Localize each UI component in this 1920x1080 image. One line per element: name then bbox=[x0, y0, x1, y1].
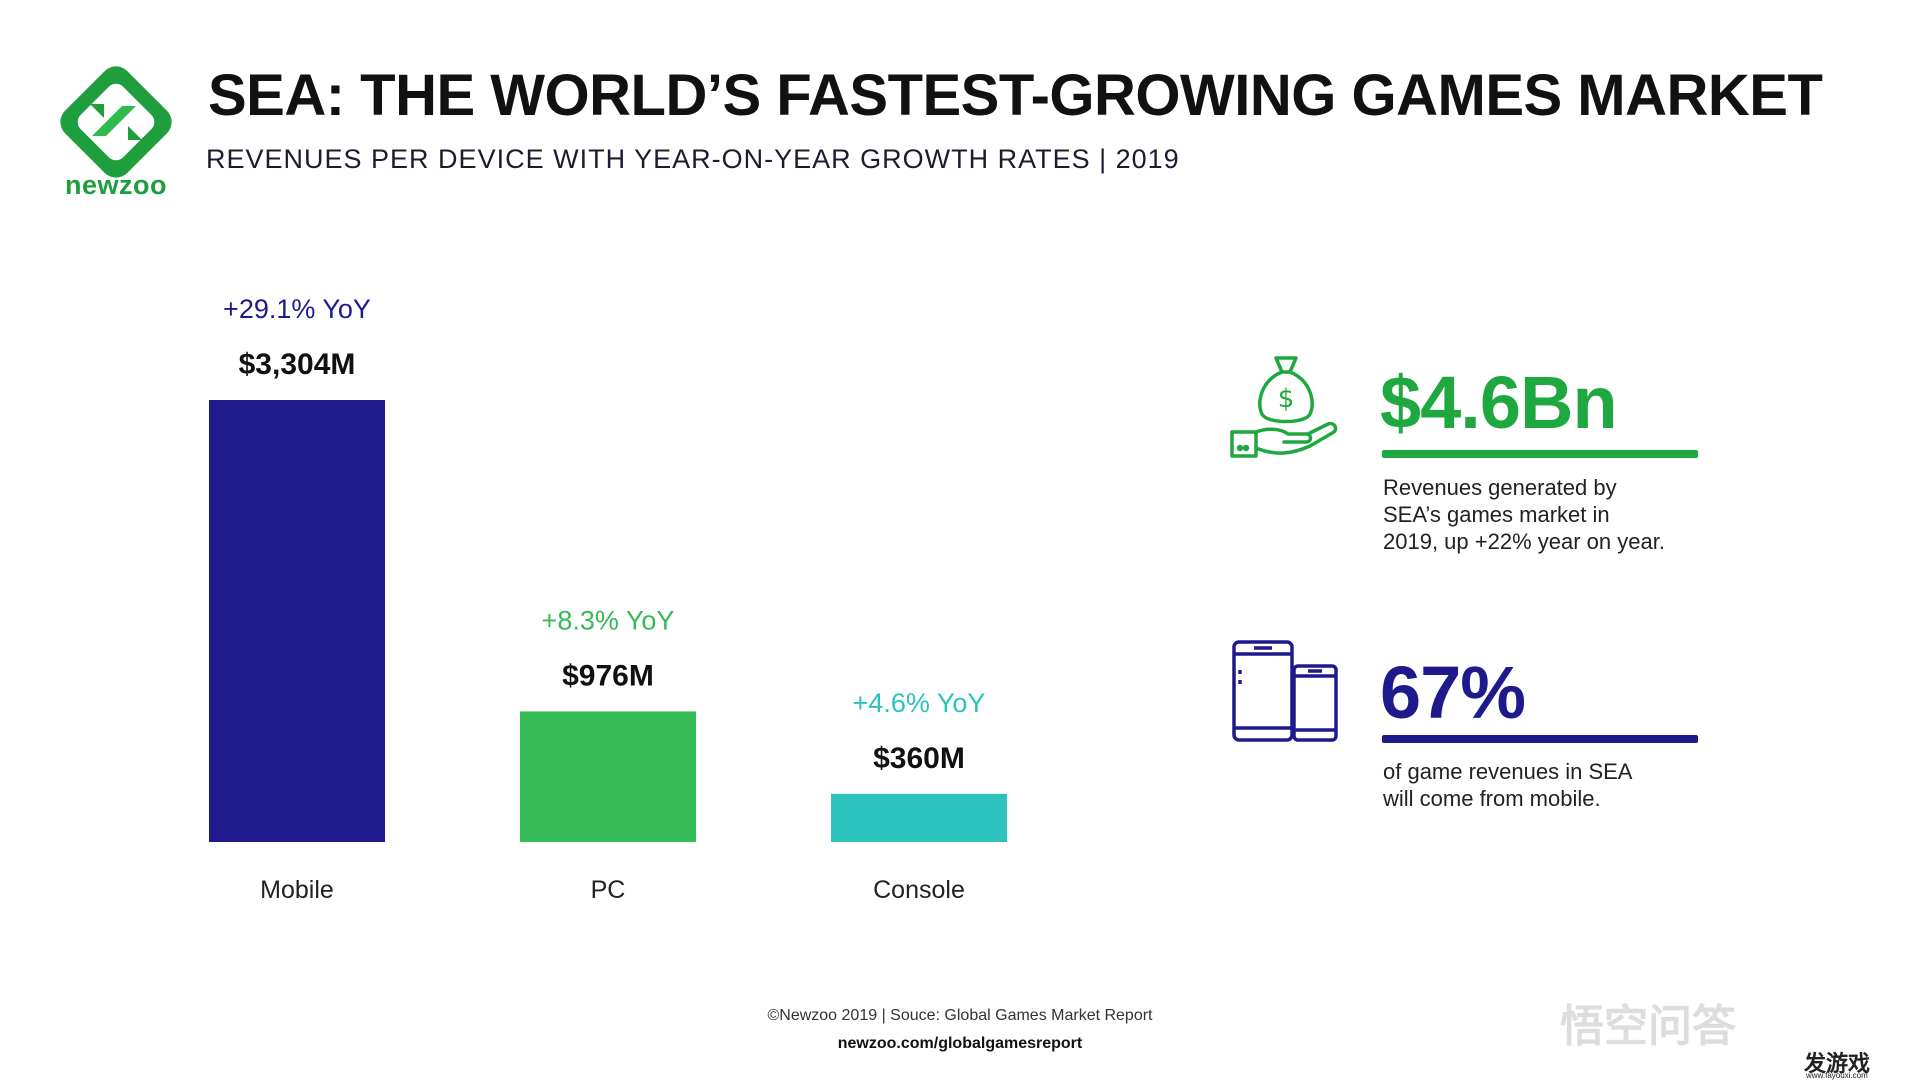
value-label-console: $360M bbox=[873, 742, 965, 775]
footer-url-link[interactable]: newzoo.com/globalgamesreport bbox=[837, 1035, 1083, 1052]
value-label-pc: $976M bbox=[562, 659, 654, 692]
page-subtitle: REVENUES PER DEVICE WITH YEAR-ON-YEAR GR… bbox=[206, 144, 1180, 174]
bar-console bbox=[831, 793, 1007, 842]
fayouxi-watermark: 发游戏 bbox=[1804, 1051, 1871, 1076]
value-label-mobile: $3,304M bbox=[239, 348, 356, 381]
svg-text:$: $ bbox=[1278, 384, 1295, 414]
kpi-total-revenue-underline bbox=[1382, 450, 1698, 458]
revenue-bar-chart: $3,304M +29.1% YoY Mobile $976M +8.3% YoY PC $… bbox=[209, 294, 1007, 904]
kpi-mobile-share-value: 67% bbox=[1380, 651, 1526, 734]
category-label-console: Console bbox=[873, 876, 965, 904]
bar-mobile bbox=[209, 400, 385, 842]
money-bag-hand-icon: $ bbox=[1230, 356, 1338, 458]
footer-source: ©Newzoo 2019 | Souce: Global Games Marke… bbox=[767, 1007, 1153, 1024]
growth-label-console: +4.6% YoY bbox=[853, 688, 986, 718]
mobile-devices-icon bbox=[1232, 640, 1338, 742]
category-label-mobile: Mobile bbox=[260, 876, 334, 904]
logo-wordmark: newzoo bbox=[65, 170, 167, 200]
bar-pc bbox=[520, 711, 696, 842]
kpi-total-revenue-value: $4.6Bn bbox=[1380, 361, 1618, 444]
kpi-mobile-share-underline bbox=[1382, 735, 1698, 743]
growth-label-mobile: +29.1% YoY bbox=[223, 294, 371, 324]
page-title: SEA: THE WORLD’S FASTEST-GROWING GAMES M… bbox=[208, 63, 1823, 128]
category-label-pc: PC bbox=[591, 876, 626, 904]
kpi-mobile-share-description: of game revenues in SEA will come from m… bbox=[1383, 759, 1633, 811]
newzoo-logo-icon bbox=[60, 66, 172, 178]
growth-label-pc: +8.3% YoY bbox=[542, 605, 675, 635]
kpi-total-revenue-description: Revenues generated by SEA’s games market… bbox=[1383, 475, 1665, 554]
fayouxi-watermark-url: www.fayouxi.com bbox=[1806, 1071, 1868, 1080]
wukong-watermark: 悟空问答 bbox=[1560, 1002, 1736, 1051]
